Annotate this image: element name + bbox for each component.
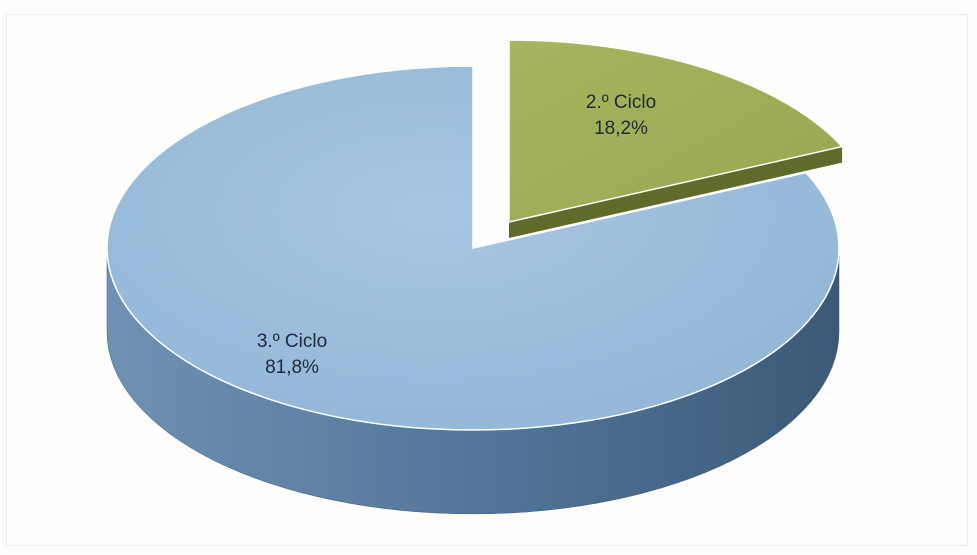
slice-label-pct-3-ciclo: 81,8% — [265, 357, 319, 378]
slice-2-ciclo — [508, 39, 844, 223]
slice-side-2-ciclo — [509, 146, 843, 238]
slice-3-ciclo — [106, 65, 840, 431]
slice-label-name-3-ciclo: 3.º Ciclo — [257, 331, 327, 352]
chart-border — [6, 14, 968, 546]
slice-label-pct-2-ciclo: 18,2% — [594, 118, 648, 139]
slice-label-name-2-ciclo: 2.º Ciclo — [586, 92, 656, 113]
